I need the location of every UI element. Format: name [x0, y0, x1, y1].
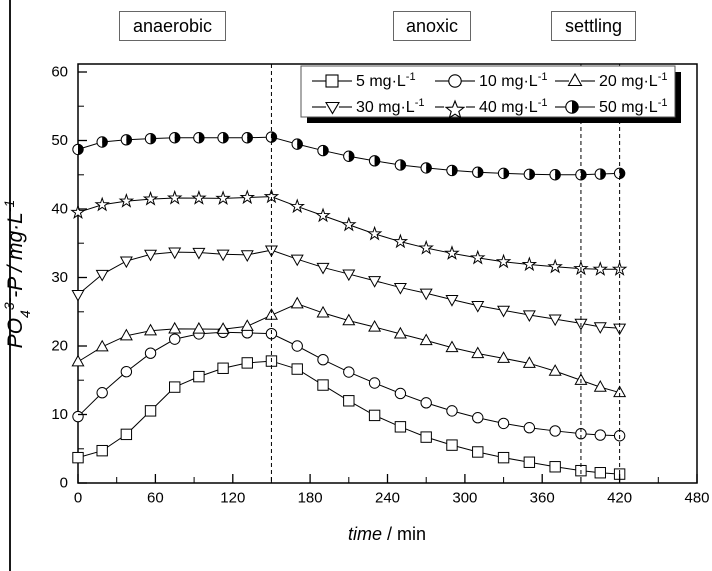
- svg-text:50 mg·L-1: 50 mg·L-1: [599, 97, 667, 116]
- svg-text:30 mg·L-1: 30 mg·L-1: [356, 97, 424, 116]
- svg-text:360: 360: [530, 490, 555, 507]
- svg-text:40: 40: [51, 201, 68, 218]
- svg-text:0: 0: [74, 490, 82, 507]
- svg-text:420: 420: [607, 490, 632, 507]
- svg-text:480: 480: [684, 490, 709, 507]
- svg-text:10 mg·L-1: 10 mg·L-1: [479, 71, 547, 90]
- svg-text:60: 60: [51, 64, 68, 81]
- svg-text:10: 10: [51, 406, 68, 423]
- svg-text:time / min: time / min: [348, 524, 426, 544]
- svg-text:60: 60: [147, 490, 164, 507]
- svg-text:50: 50: [51, 132, 68, 149]
- svg-text:180: 180: [298, 490, 323, 507]
- svg-text:20: 20: [51, 338, 68, 355]
- svg-text:30: 30: [51, 269, 68, 286]
- svg-text:300: 300: [452, 490, 477, 507]
- svg-text:20 mg·L-1: 20 mg·L-1: [599, 71, 667, 90]
- svg-text:120: 120: [220, 490, 245, 507]
- svg-text:40 mg·L-1: 40 mg·L-1: [479, 97, 547, 116]
- svg-text:240: 240: [375, 490, 400, 507]
- svg-text:PO43--P / mg·L-1: PO43--P / mg·L-1: [1, 200, 33, 349]
- svg-text:0: 0: [60, 475, 68, 492]
